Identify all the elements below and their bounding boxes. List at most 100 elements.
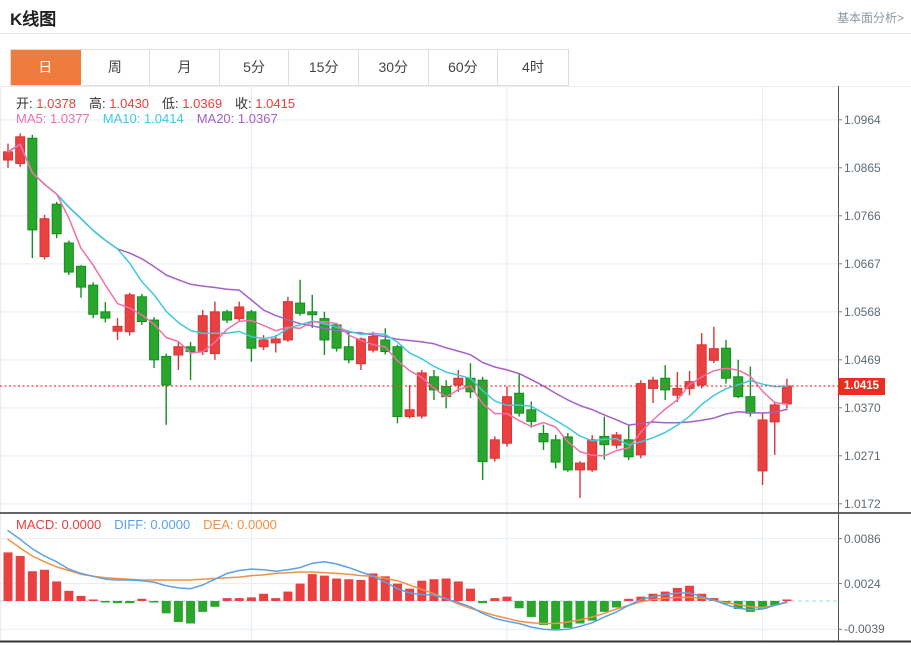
macd-hist-bar [478,601,488,604]
tab-日[interactable]: 日 [11,50,81,85]
period-tabs: 日周月 5分 15分 30分 60分 4时 [10,49,569,86]
candle-body [149,319,160,361]
macd-hist-bar [502,596,512,601]
candle-body [745,396,756,414]
macd-hist-bar [563,601,573,628]
candle-body [246,311,257,349]
macd-hist-bar [344,579,354,601]
macd-hist-bar [514,601,524,609]
candle-body [88,284,99,315]
macd-hist-bar [672,587,682,601]
tab-5分[interactable]: 5分 [219,50,290,85]
macd-hist-bar [782,599,792,601]
tab-月[interactable]: 月 [150,50,220,85]
candle-body [416,372,427,417]
macd-hist-bar [758,601,768,609]
tab-60分[interactable]: 60分 [428,50,499,85]
header-divider [0,33,911,34]
candle-body [781,385,792,405]
candle-body [39,218,50,258]
macd-hist-bar [271,598,281,601]
macd-hist-bar [283,591,293,601]
tab-周[interactable]: 周 [80,50,151,85]
candle-body [708,348,719,361]
candle-body [27,137,38,231]
candle-body [660,377,671,391]
candle-body [258,339,269,348]
macd-hist-bar [417,580,427,601]
macd-hist-bar [76,595,86,601]
candle-body [526,409,537,422]
macd-hist-bar [40,569,50,601]
macd-hist-bar [295,583,305,601]
ma5-line [7,143,788,457]
macd-hist-bar [465,588,475,601]
candle-body [3,151,13,161]
candle-body [562,436,573,471]
macd-hist-bar [307,574,317,601]
macd-hist-bar [587,601,597,621]
macd-hist-bar [3,552,13,601]
macd-hist-bar [173,601,183,623]
candle-body [76,265,87,288]
macd-hist-bar [52,581,62,601]
candle-body [550,439,561,463]
macd-hist-bar [612,601,622,608]
candle-body [489,439,500,459]
candle-body [477,379,488,463]
candle-body [574,462,585,471]
macd-hist-bar [392,583,402,601]
candle-body [404,409,415,418]
macd-hist-bar [186,601,196,624]
tab-4时[interactable]: 4时 [498,50,568,85]
diff-line [7,529,788,631]
tab-30分[interactable]: 30分 [358,50,429,85]
macd-hist-bar [161,601,171,614]
macd-hist-bar [770,601,780,606]
ma10-line [7,143,788,446]
macd-hist-bar [624,598,634,601]
macd-hist-bar [538,601,548,625]
candle-body [733,376,744,398]
candle-body [15,136,26,164]
macd-hist-bar [599,601,609,612]
macd-hist-bar [210,601,220,607]
macd-hist-bar [429,579,439,601]
candle-body [343,346,354,361]
macd-hist-bar [490,598,500,601]
macd-hist-bar [149,601,159,603]
candle-body [124,294,135,333]
macd-hist-bar [356,579,366,601]
ma20-line [7,143,788,426]
macd-hist-bar [137,598,147,601]
macd-hist-bar [441,578,451,601]
candle-body [635,383,646,456]
macd-hist-bar [380,576,390,601]
macd-hist-bar [15,556,25,601]
candle-body [599,435,610,446]
macd-hist-bar [88,599,98,601]
tab-15分[interactable]: 15分 [289,50,359,85]
candle-body [63,242,74,273]
macd-hist-bar [246,597,256,601]
candle-body [514,392,525,414]
macd-hist-bar [368,573,378,601]
macd-hist-bar [551,601,561,630]
dea-line [7,538,788,625]
macd-hist-bar [64,590,74,601]
candle-body [270,338,281,344]
fundamental-analysis-link[interactable]: 基本面分析> [836,11,904,25]
candle-body [173,346,184,356]
candle-body [112,325,123,332]
page-title: K线图 [10,10,57,29]
macd-hist-bar [113,601,123,604]
macd-hist-bar [660,591,670,601]
macd-hist-bar [405,588,415,601]
candle-body [453,377,464,386]
candle-body [721,347,732,379]
candle-body [392,346,403,418]
candle-body [136,296,147,323]
